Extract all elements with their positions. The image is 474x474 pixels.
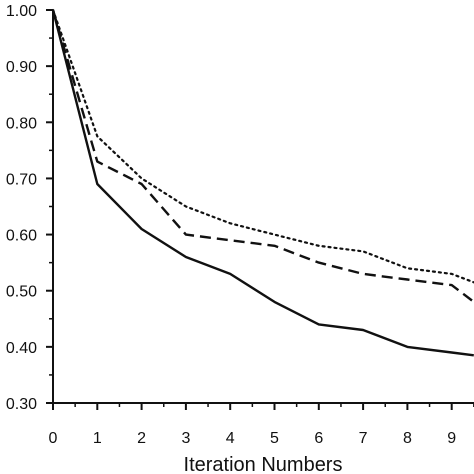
- series-layer: [51, 8, 474, 357]
- x-tick-label: 3: [181, 430, 190, 447]
- y-tick-label: 0.30: [6, 396, 37, 413]
- series-line-dotted: [51, 8, 474, 284]
- series-line-solid: [51, 9, 474, 357]
- x-tick-label: 7: [359, 430, 368, 447]
- x-tick-label: 2: [137, 430, 146, 447]
- y-tick-label: 0.70: [6, 171, 37, 188]
- x-tick-labels: 0 1 2 3 4 5 6 7 8 9: [49, 430, 457, 447]
- y-tick-labels: 1.00 0.90 0.80 0.70 0.60 0.50 0.40 0.30: [6, 3, 37, 413]
- x-tick-label: 9: [447, 430, 456, 447]
- axis-ticks: [46, 9, 474, 410]
- x-tick-label: 1: [93, 430, 102, 447]
- x-tick-label: 4: [226, 430, 235, 447]
- y-tick-label: 0.80: [6, 115, 37, 132]
- x-tick-label: 8: [403, 430, 412, 447]
- x-tick-label: 6: [314, 430, 323, 447]
- y-tick-label: 0.50: [6, 284, 37, 301]
- y-tick-label: 0.90: [6, 59, 37, 76]
- x-axis-label: Iteration Numbers: [184, 454, 343, 474]
- y-tick-label: 1.00: [6, 3, 37, 20]
- series-line-dashed: [51, 9, 474, 303]
- x-tick-label: 5: [270, 430, 279, 447]
- x-tick-label: 0: [49, 430, 58, 447]
- y-tick-label: 0.40: [6, 340, 37, 357]
- y-tick-label: 0.60: [6, 228, 37, 245]
